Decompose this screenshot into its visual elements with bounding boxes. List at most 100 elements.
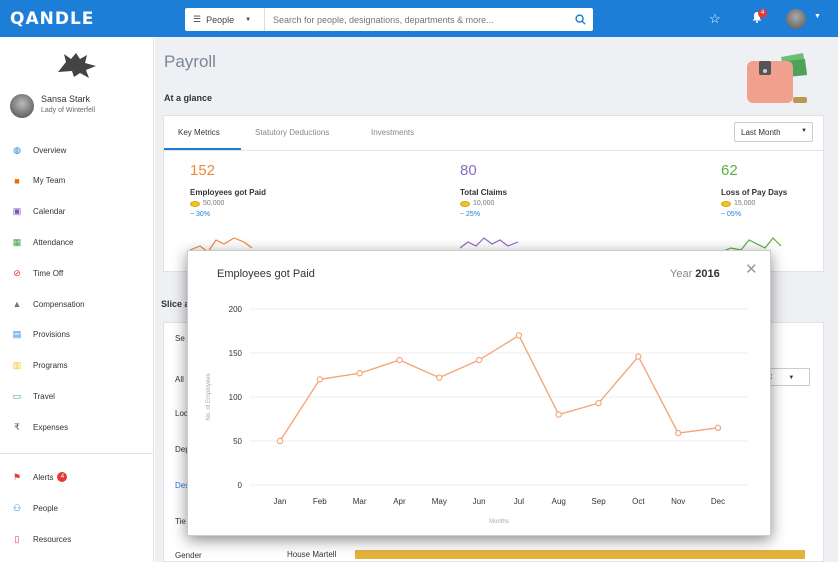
search-icon bbox=[574, 14, 586, 25]
y-tick-label: 50 bbox=[233, 437, 242, 446]
tab-investments[interactable]: Investments bbox=[371, 128, 415, 137]
y-tick-label: 0 bbox=[238, 481, 243, 490]
sidebar-item-label: Travel bbox=[33, 391, 55, 401]
tab-statutory-deductions[interactable]: Statutory Deductions bbox=[255, 128, 330, 137]
filter-item[interactable]: All bbox=[175, 375, 184, 384]
star-icon[interactable]: ☆ bbox=[709, 11, 721, 26]
metric-label: Loss of Pay Days bbox=[721, 188, 788, 197]
sidebar-item-label: Calendar bbox=[33, 207, 66, 217]
key-metrics-card: Key Metrics Statutory Deductions Investm… bbox=[163, 115, 824, 272]
coin-icon bbox=[190, 200, 200, 207]
metric-loss-of-pay[interactable]: 62 Loss of Pay Days 15,000 ~ 05% bbox=[721, 162, 787, 218]
y-tick-label: 200 bbox=[229, 305, 243, 314]
filter-item[interactable]: Des bbox=[175, 481, 190, 490]
x-axis-label: Months bbox=[489, 519, 509, 525]
sidebar-item-resources[interactable]: ▯ Resources bbox=[0, 529, 153, 549]
chart-modal: Employees got Paid Year 2016 ✕ 0 50 100 150… bbox=[187, 250, 771, 536]
metric-change: ~ 30% bbox=[190, 211, 211, 218]
metric-label: Employees got Paid bbox=[190, 188, 267, 197]
chevron-down-icon: ▼ bbox=[788, 375, 795, 381]
notification-badge: 4 bbox=[758, 9, 767, 18]
metric-label: Total Claims bbox=[460, 188, 507, 197]
data-point bbox=[436, 374, 443, 381]
sidebar-item-label: Programs bbox=[33, 361, 68, 371]
search-scope-dropdown[interactable]: ☰ People ▼ bbox=[185, 8, 265, 31]
sidebar-item-compensation[interactable]: ▲ Compensation bbox=[0, 294, 153, 314]
search-input[interactable] bbox=[265, 14, 567, 25]
data-point bbox=[356, 370, 363, 377]
tab-key-metrics[interactable]: Key Metrics bbox=[178, 128, 220, 137]
metric-value: 62 bbox=[721, 162, 738, 179]
sidebar-item-people[interactable]: ⚇ People bbox=[0, 498, 153, 518]
metric-employees-paid[interactable]: 152 Employees got Paid 50,000 ~ 30% bbox=[190, 162, 266, 218]
metric-amount: 50,000 bbox=[190, 200, 266, 207]
travel-icon: ▭ bbox=[12, 390, 22, 401]
data-point bbox=[595, 399, 602, 407]
search-button[interactable] bbox=[567, 14, 593, 25]
sidebar-item-expenses[interactable]: ₹ Expenses bbox=[0, 417, 153, 437]
bar bbox=[355, 550, 805, 559]
sidebar-item-travel[interactable]: ▭ Travel bbox=[0, 386, 153, 406]
x-tick-label: Jul bbox=[514, 497, 524, 506]
metric-amount: 15,000 bbox=[721, 200, 787, 207]
avatar[interactable] bbox=[10, 94, 34, 118]
sidebar-item-my-team[interactable]: ■ My Team bbox=[0, 171, 153, 191]
filter-item[interactable]: Dep bbox=[175, 445, 190, 454]
period-select-value: Last Month bbox=[741, 127, 781, 137]
sidebar-item-attendance[interactable]: ▦ Attendance bbox=[0, 232, 153, 252]
sidebar-item-label: Compensation bbox=[33, 299, 85, 309]
filter-item[interactable]: Gender bbox=[175, 551, 202, 560]
sidebar-item-label: Expenses bbox=[33, 422, 69, 432]
sparkline-employees-paid bbox=[190, 237, 253, 253]
modal-title: Employees got Paid bbox=[217, 268, 315, 280]
programs-icon: ▥ bbox=[12, 360, 22, 371]
sidebar-item-time-off[interactable]: ⊘ Time Off bbox=[0, 263, 153, 283]
sidebar-item-overview[interactable]: ◍ Overview bbox=[0, 140, 153, 160]
attendance-icon: ▦ bbox=[12, 236, 22, 247]
sidebar-item-label: People bbox=[33, 503, 58, 513]
metric-amount: 10,000 bbox=[460, 200, 507, 207]
compensation-icon: ▲ bbox=[12, 299, 22, 309]
sidebar-divider bbox=[0, 453, 153, 454]
period-select[interactable]: Last Month ▼ bbox=[734, 122, 813, 142]
x-tick-label: Mar bbox=[353, 497, 367, 506]
filter-item[interactable]: Tie bbox=[175, 517, 186, 526]
metric-total-claims[interactable]: 80 Total Claims 10,000 ~ 25% bbox=[460, 162, 507, 218]
chevron-down-icon[interactable]: ▼ bbox=[814, 13, 821, 20]
metric-value: 80 bbox=[460, 162, 477, 179]
sidebar-item-alerts[interactable]: ⚑ Alerts 4 bbox=[0, 467, 153, 487]
y-tick-label: 100 bbox=[229, 393, 243, 402]
user-avatar-small[interactable] bbox=[786, 9, 806, 29]
data-point bbox=[674, 429, 682, 437]
app-logo[interactable]: QANDLE bbox=[10, 9, 95, 29]
user-name: Sansa Stark bbox=[41, 94, 91, 104]
active-tab-indicator bbox=[164, 148, 241, 150]
x-tick-label: May bbox=[432, 497, 447, 506]
user-title: Lady of Winterfell bbox=[41, 107, 96, 114]
x-tick-label: Jun bbox=[473, 497, 486, 506]
year-value[interactable]: 2016 bbox=[695, 268, 720, 280]
sidebar-item-label: Overview bbox=[33, 145, 67, 155]
data-point bbox=[515, 332, 523, 339]
close-icon[interactable]: ✕ bbox=[745, 261, 758, 278]
sidebar-item-calendar[interactable]: ▣ Calendar bbox=[0, 202, 153, 222]
data-point bbox=[555, 411, 562, 418]
resources-icon: ▯ bbox=[14, 533, 20, 544]
flag-icon: ⚑ bbox=[12, 471, 22, 482]
provisions-icon: ▤ bbox=[12, 329, 22, 340]
rupee-icon: ₹ bbox=[14, 421, 20, 432]
line-chart: 0 50 100 150 200 Jan Feb Mar Apr May Jun Jul Aug Sep O… bbox=[206, 305, 748, 525]
sidebar-item-label: Resources bbox=[33, 534, 72, 544]
sidebar: Sansa Stark Lady of Winterfell ◍ Overview… bbox=[0, 37, 154, 562]
filter-item[interactable]: Se bbox=[175, 334, 185, 343]
metric-change: ~ 05% bbox=[721, 211, 742, 218]
sidebar-item-provisions[interactable]: ▤ Provisions bbox=[0, 325, 153, 345]
menu-icon: ☰ bbox=[193, 14, 202, 24]
sparkline-loss-of-pay bbox=[721, 237, 782, 253]
y-tick-label: 150 bbox=[229, 349, 243, 358]
x-tick-label: Dec bbox=[711, 497, 725, 506]
filter-item[interactable]: Loc bbox=[175, 409, 188, 418]
metric-value: 152 bbox=[190, 162, 216, 179]
sidebar-item-programs[interactable]: ▥ Programs bbox=[0, 356, 153, 376]
data-point bbox=[475, 356, 483, 364]
